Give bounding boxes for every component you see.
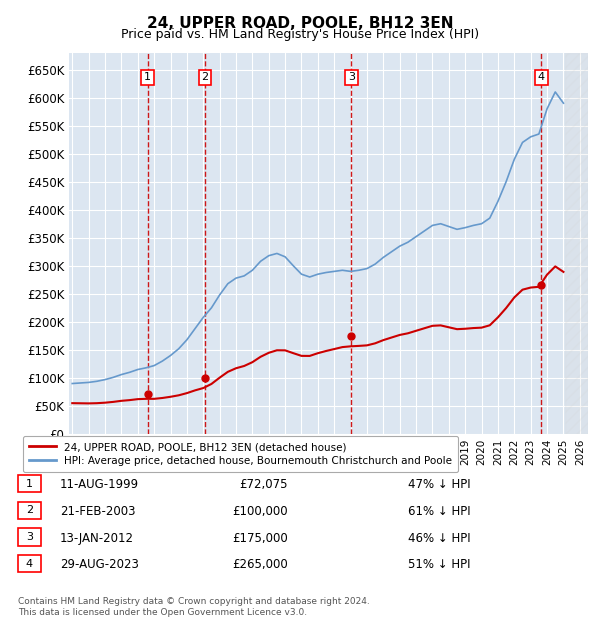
Text: 51% ↓ HPI: 51% ↓ HPI xyxy=(408,559,470,571)
Text: 13-JAN-2012: 13-JAN-2012 xyxy=(60,532,134,544)
Text: 1: 1 xyxy=(144,73,151,82)
Text: £100,000: £100,000 xyxy=(232,505,288,518)
Text: £265,000: £265,000 xyxy=(232,559,288,571)
Text: 4: 4 xyxy=(538,73,545,82)
Text: 29-AUG-2023: 29-AUG-2023 xyxy=(60,559,139,571)
FancyBboxPatch shape xyxy=(18,528,41,546)
Text: £175,000: £175,000 xyxy=(232,532,288,544)
Text: 4: 4 xyxy=(26,559,33,569)
FancyBboxPatch shape xyxy=(18,502,41,519)
Text: 47% ↓ HPI: 47% ↓ HPI xyxy=(408,479,470,491)
Text: 61% ↓ HPI: 61% ↓ HPI xyxy=(408,505,470,518)
Text: 2: 2 xyxy=(26,505,33,515)
Text: 24, UPPER ROAD, POOLE, BH12 3EN: 24, UPPER ROAD, POOLE, BH12 3EN xyxy=(147,16,453,30)
Text: 11-AUG-1999: 11-AUG-1999 xyxy=(60,479,139,491)
Text: Contains HM Land Registry data © Crown copyright and database right 2024.
This d: Contains HM Land Registry data © Crown c… xyxy=(18,598,370,617)
Text: 21-FEB-2003: 21-FEB-2003 xyxy=(60,505,136,518)
Text: Price paid vs. HM Land Registry's House Price Index (HPI): Price paid vs. HM Land Registry's House … xyxy=(121,28,479,41)
FancyBboxPatch shape xyxy=(18,475,41,492)
Text: 3: 3 xyxy=(26,532,33,542)
Text: £72,075: £72,075 xyxy=(239,479,288,491)
Bar xyxy=(565,53,588,434)
Text: 2: 2 xyxy=(202,73,208,82)
Text: 1: 1 xyxy=(26,479,33,489)
Legend: 24, UPPER ROAD, POOLE, BH12 3EN (detached house), HPI: Average price, detached h: 24, UPPER ROAD, POOLE, BH12 3EN (detache… xyxy=(23,436,458,472)
FancyBboxPatch shape xyxy=(18,555,41,572)
Text: 3: 3 xyxy=(348,73,355,82)
Text: 46% ↓ HPI: 46% ↓ HPI xyxy=(408,532,470,544)
